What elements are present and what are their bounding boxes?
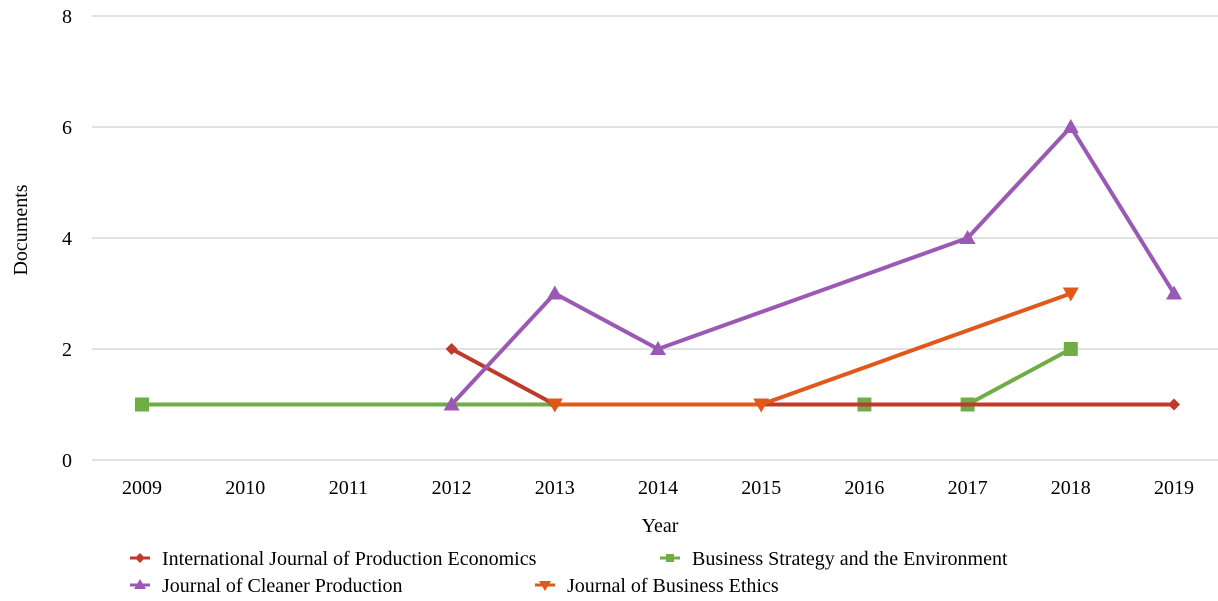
series-business-strategy-and-the-environment-line bbox=[142, 347, 1072, 407]
y-tick-label: 2 bbox=[62, 339, 72, 361]
x-axis-title: Year bbox=[642, 515, 679, 537]
series-journal-of-cleaner-production bbox=[443, 119, 1182, 411]
x-tick-label: 2012 bbox=[432, 477, 472, 499]
x-tick-labels: 2009 2010 2011 2012 2013 2014 2015 2016 2017 2018… bbox=[122, 477, 1194, 499]
gridlines bbox=[92, 15, 1218, 461]
series-journal-of-cleaner-production-marker bbox=[650, 341, 666, 355]
legend-item-journal-of-business-ethics: Journal of Business Ethics bbox=[535, 575, 779, 597]
series-journal-of-cleaner-production-line bbox=[450, 125, 1176, 406]
series-business-strategy-and-the-environment-marker bbox=[1063, 342, 1078, 356]
y-tick-label: 4 bbox=[62, 228, 72, 250]
series-international-journal-of-production-economics-marker bbox=[1168, 398, 1180, 411]
x-tick-label: 2014 bbox=[638, 477, 678, 499]
legend-item-journal-of-business-ethics-label: Journal of Business Ethics bbox=[567, 575, 779, 597]
y-tick-label: 0 bbox=[62, 450, 72, 472]
legend-item-journal-of-cleaner-production-label: Journal of Cleaner Production bbox=[162, 575, 403, 597]
series-journal-of-cleaner-production-marker bbox=[443, 396, 460, 411]
series-journal-of-cleaner-production-marker bbox=[1166, 285, 1182, 300]
x-tick-label: 2016 bbox=[844, 477, 884, 499]
y-tick-label: 6 bbox=[62, 117, 72, 139]
series-journal-of-cleaner-production-marker bbox=[959, 230, 976, 244]
x-tick-label: 2015 bbox=[741, 477, 781, 499]
data-series bbox=[135, 119, 1182, 413]
legend: International Journal of Production Econ… bbox=[130, 548, 1008, 597]
x-tick-label: 2019 bbox=[1154, 477, 1194, 499]
x-tick-label: 2017 bbox=[948, 477, 988, 499]
series-journal-of-cleaner-production-marker bbox=[1062, 119, 1079, 133]
x-tick-label: 2010 bbox=[225, 477, 265, 499]
legend-item-international-journal-of-production-economics-marker bbox=[135, 553, 145, 563]
legend-item-journal-of-business-ethics-marker bbox=[539, 581, 551, 591]
series-international-journal-of-production-economics-marker bbox=[445, 343, 458, 355]
series-journal-of-cleaner-production-marker bbox=[546, 285, 563, 300]
legend-item-international-journal-of-production-economics: International Journal of Production Econ… bbox=[130, 548, 537, 570]
series-journal-of-business-ethics bbox=[546, 287, 1079, 413]
x-tick-label: 2009 bbox=[122, 477, 162, 499]
y-tick-label: 8 bbox=[62, 6, 72, 28]
x-tick-label: 2011 bbox=[329, 477, 368, 499]
series-international-journal-of-production-economics-line bbox=[450, 347, 1174, 407]
series-business-strategy-and-the-environment bbox=[135, 342, 1078, 412]
x-tick-label: 2018 bbox=[1051, 477, 1091, 499]
y-tick-labels: 0 2 4 6 8 bbox=[62, 6, 72, 472]
series-journal-of-business-ethics-marker bbox=[753, 398, 770, 413]
legend-item-journal-of-cleaner-production: Journal of Cleaner Production bbox=[130, 575, 403, 597]
series-journal-of-business-ethics-marker bbox=[1062, 287, 1079, 302]
legend-item-business-strategy-and-the-environment-label: Business Strategy and the Environment bbox=[692, 548, 1008, 570]
legend-item-business-strategy-and-the-environment-marker bbox=[666, 554, 674, 562]
series-business-strategy-and-the-environment-marker bbox=[135, 397, 149, 412]
x-tick-label: 2013 bbox=[535, 477, 575, 499]
legend-item-journal-of-cleaner-production-marker bbox=[134, 579, 146, 589]
legend-item-international-journal-of-production-economics-label: International Journal of Production Econ… bbox=[162, 548, 537, 570]
series-journal-of-business-ethics-marker bbox=[546, 398, 563, 413]
legend-item-business-strategy-and-the-environment: Business Strategy and the Environment bbox=[660, 548, 1008, 570]
y-axis-title: Documents bbox=[10, 184, 32, 275]
